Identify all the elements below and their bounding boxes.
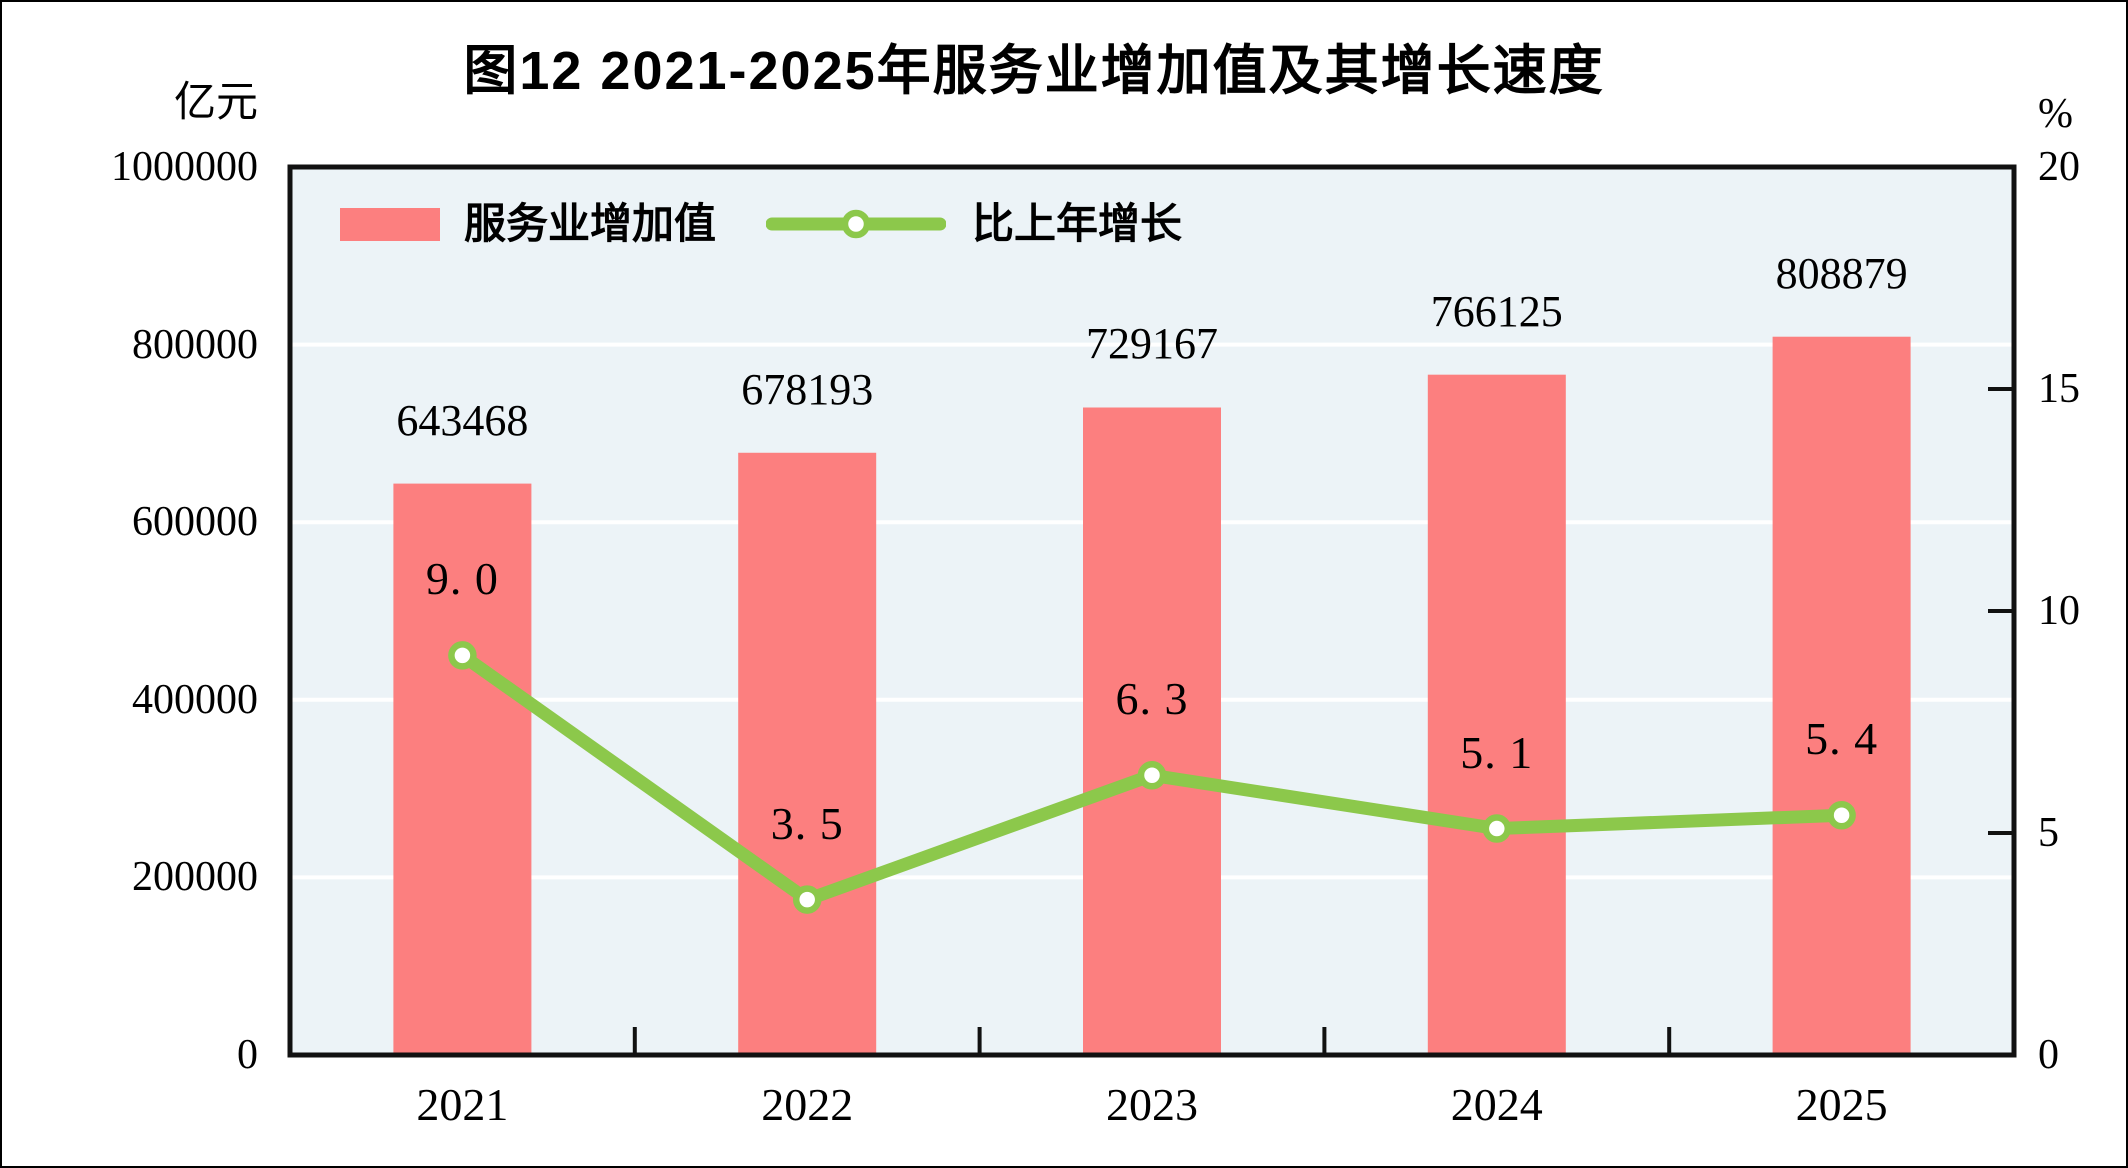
y-right-tick-label: 15: [2038, 366, 2080, 412]
bar-2024: [1427, 374, 1566, 1055]
y-left-tick-label: 400000: [132, 676, 258, 723]
bar-2022: [738, 452, 877, 1055]
line-point-marker-2021: [448, 641, 477, 670]
bar-value-label: 808879: [1775, 248, 1908, 298]
left-axis-unit-label: 亿元: [173, 78, 258, 125]
plot-border: [287, 164, 2017, 1058]
y-left-tick-label: 800000: [132, 321, 258, 368]
x-tick-label: 2022: [761, 1079, 854, 1130]
bar-value-label: 678193: [741, 364, 874, 414]
y-right-tick-label: 20: [2038, 144, 2080, 190]
y-right-tick-label: 0: [2038, 1032, 2059, 1078]
line-series-legend-label: 比上年增长: [972, 200, 1183, 247]
x-tick-label: 2023: [1106, 1079, 1198, 1130]
pct-value-label: 3. 5: [770, 797, 844, 849]
bar-value-label: 766125: [1430, 286, 1563, 336]
bar-2025: [1772, 336, 1911, 1055]
line-point-marker-2024: [1482, 814, 1512, 843]
y-left-tick-label: 1000000: [111, 144, 258, 190]
y-left-tick-label: 0: [237, 1032, 258, 1078]
line-series-legend-icon: [766, 209, 947, 239]
right-axis-unit-label: %: [2038, 91, 2073, 137]
line-point-marker-2023: [1137, 761, 1167, 790]
y-right-tick-label: 5: [2038, 810, 2059, 856]
x-tick-label: 2021: [416, 1079, 509, 1130]
bar-value-label: 643468: [396, 395, 529, 445]
pct-value-label: 5. 4: [1805, 713, 1879, 765]
y-left-tick-label: 600000: [132, 499, 258, 546]
line-point-marker-2022: [792, 885, 822, 914]
x-tick-label: 2025: [1795, 1079, 1888, 1130]
pct-value-label: 5. 1: [1460, 726, 1534, 778]
bar-value-label: 729167: [1086, 319, 1218, 369]
bar-2023: [1083, 407, 1221, 1055]
y-left-tick-label: 200000: [132, 854, 258, 901]
y-right-tick-label: 10: [2038, 588, 2080, 634]
bar-2021: [393, 483, 532, 1055]
pct-value-label: 6. 3: [1115, 673, 1189, 725]
x-tick-label: 2024: [1450, 1079, 1543, 1130]
bar-series-legend-label: 服务业增加值: [464, 200, 717, 247]
bar-series-legend-swatch-icon: [340, 207, 440, 241]
legend: 服务业增加值 比上年增长: [340, 201, 1182, 247]
chart-title: 图12 2021-2025年服务业增加值及其增长速度: [463, 41, 1605, 101]
pct-value-label: 9. 0: [425, 553, 499, 605]
line-point-marker-2025: [1827, 800, 1856, 830]
